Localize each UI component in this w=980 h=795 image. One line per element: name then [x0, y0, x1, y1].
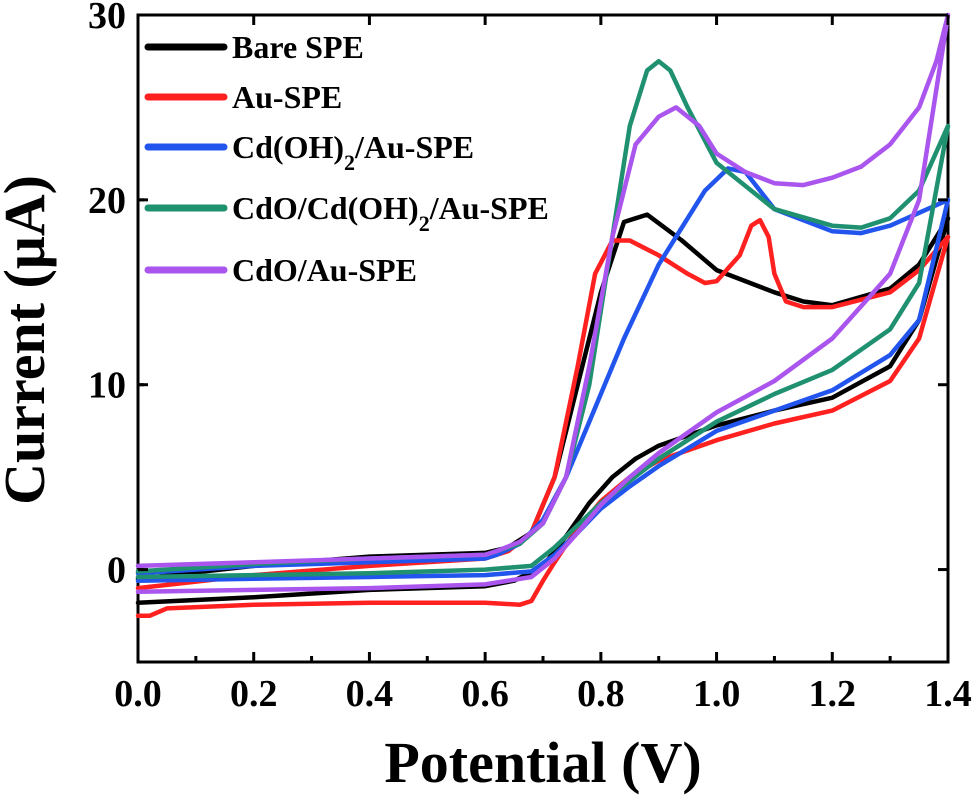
legend-label-3: CdO/Cd(OH)2/Au-SPE [232, 190, 549, 236]
y-tick-label: 0 [107, 550, 126, 592]
legend-label-4: CdO/Au-SPE [232, 252, 417, 288]
x-tick-label: 1.2 [809, 673, 857, 715]
legend-label-0: Bare SPE [232, 29, 364, 65]
x-tick-label: 0.8 [577, 673, 625, 715]
x-tick-label: 0.0 [114, 673, 162, 715]
y-tick-label: 10 [88, 365, 126, 407]
legend-label-2: Cd(OH)2/Au-SPE [232, 129, 474, 175]
legend-label-1: Au-SPE [232, 79, 342, 115]
series-line-4 [135, 12, 951, 595]
series-line-1 [135, 217, 951, 619]
x-tick-label: 0.4 [346, 673, 394, 715]
y-axis-title: Current (μA) [0, 175, 57, 505]
x-tick-label: 0.2 [230, 673, 278, 715]
ticks-layer: 0.0 0.2 0.4 0.6 0.8 1.0 1.2 1.4 0 10 20 30 [88, 0, 972, 715]
y-tick-label: 20 [88, 180, 126, 222]
legend: Bare SPE Au-SPE Cd(OH)2/Au-SPE CdO/Cd(OH)2/… [144, 29, 549, 288]
x-tick-label: 1.0 [693, 673, 741, 715]
series-layer [135, 12, 951, 619]
y-tick-label: 30 [88, 0, 126, 37]
x-tick-label: 0.6 [461, 673, 509, 715]
x-axis-title: Potential (V) [384, 730, 701, 795]
x-tick-label: 1.4 [924, 673, 972, 715]
